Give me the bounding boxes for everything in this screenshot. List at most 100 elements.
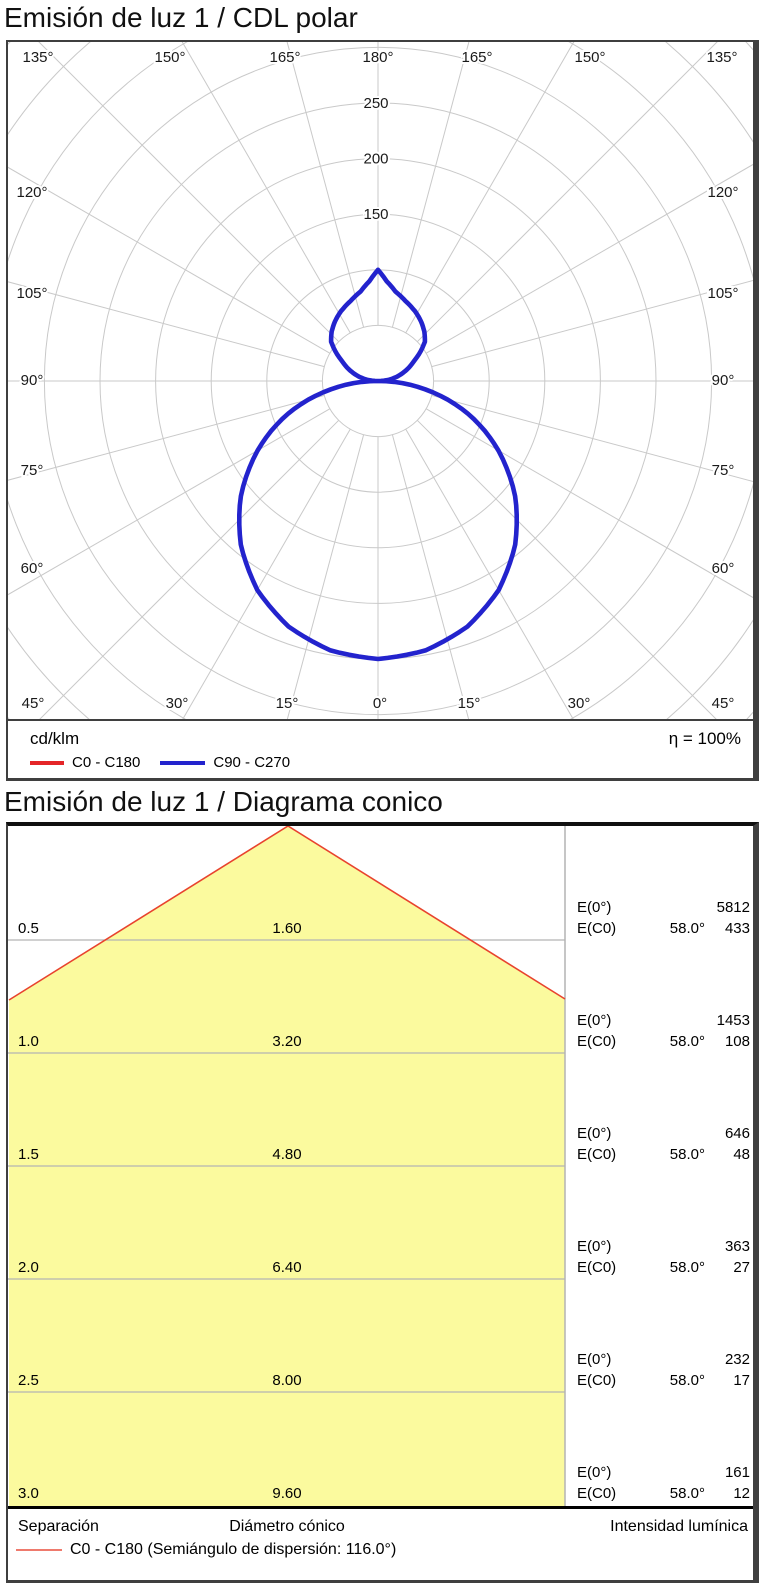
angle-label: 0° — [373, 695, 387, 712]
ec0-label: E(C0) — [577, 1033, 617, 1050]
cone-diameter-value: 8.00 — [272, 1372, 302, 1389]
angle-label: 105° — [16, 285, 47, 302]
ec0-label: E(C0) — [577, 1146, 617, 1163]
ec0-value: 27 — [733, 1259, 750, 1276]
angle-label: 165° — [269, 49, 300, 66]
cone-diameter-value: 9.60 — [272, 1485, 302, 1502]
e0-value: 232 — [724, 1351, 750, 1368]
polar-spoke — [8, 166, 331, 354]
polar-spoke — [8, 281, 325, 368]
beam-angle-value: 58.0° — [669, 1259, 705, 1276]
polar-efficiency-label: η = 100% — [668, 729, 741, 748]
e0-label: E(0°) — [577, 1125, 612, 1142]
cone-section-title: Emisión de luz 1 / Diagrama conico — [4, 786, 443, 817]
polar-legend-box: cd/klm η = 100% C0 - C180 C90 - C270 — [6, 721, 759, 781]
beam-angle-value: 58.0° — [669, 1485, 705, 1502]
polar-legend-row: C0 - C180 C90 - C270 — [30, 754, 290, 771]
angle-label: 120° — [707, 184, 738, 201]
ec0-label: E(C0) — [577, 1485, 617, 1502]
separation-column-label: Separación — [18, 1518, 99, 1535]
e0-value: 646 — [724, 1125, 750, 1142]
polar-spoke — [405, 42, 575, 334]
beam-angle-value: 58.0° — [669, 1033, 705, 1050]
ec0-value: 12 — [733, 1485, 750, 1502]
polar-chart-box: 135° 150° 165° 180° 165° 150° 135° 45° 30° 15° 0° 1… — [6, 40, 759, 721]
angle-label: 90° — [21, 372, 44, 389]
ec0-value: 48 — [733, 1146, 750, 1163]
angle-label: 90° — [712, 372, 735, 389]
angle-label: 15° — [458, 695, 481, 712]
angle-label: 105° — [707, 285, 738, 302]
angle-label: 180° — [362, 49, 393, 66]
polar-spoke — [182, 428, 351, 719]
angle-label: 75° — [21, 462, 44, 479]
angle-label: 135° — [706, 49, 737, 66]
cone-rows-layer: 0.5 1.60 E(0°) 5812 E(C0) 58.0° 433 1.0 3.20 E(0°… — [8, 826, 753, 1506]
angle-label: 15° — [276, 695, 299, 712]
c0-c180-cone-line-swatch — [16, 1549, 62, 1551]
e0-value: 161 — [724, 1464, 750, 1481]
ec0-label: E(C0) — [577, 1372, 617, 1389]
cone-diameter-value: 1.60 — [272, 920, 302, 937]
e0-label: E(0°) — [577, 1238, 612, 1255]
cone-diagram-box: 0.5 1.60 E(0°) 5812 E(C0) 58.0° 433 1.0 3.20 E(0°… — [6, 822, 759, 1583]
c0-c180-line-swatch — [30, 760, 64, 765]
separation-value: 3.0 — [18, 1485, 39, 1502]
angle-label: 30° — [166, 695, 189, 712]
angle-label: 75° — [712, 462, 735, 479]
ec0-label: E(C0) — [577, 920, 617, 937]
cone-diameter-column-label: Diámetro cónico — [229, 1518, 345, 1535]
polar-spoke — [405, 428, 574, 719]
polar-spoke — [8, 408, 331, 596]
polar-spoke — [286, 42, 365, 328]
e0-label: E(0°) — [577, 1464, 612, 1481]
c90-c270-label: C90 - C270 — [213, 754, 291, 771]
angle-label: 165° — [461, 49, 492, 66]
curve-C90-C270 — [237, 267, 519, 662]
polar-chart: 135° 150° 165° 180° 165° 150° 135° 45° 30° 15° 0° 1… — [8, 42, 753, 719]
ring-value-label: 150 — [363, 206, 388, 223]
luminous-intensity-column-label: Intensidad lumínica — [610, 1518, 748, 1535]
beam-angle-value: 58.0° — [669, 1146, 705, 1163]
angle-label: 45° — [712, 695, 735, 712]
polar-spoke — [431, 279, 753, 368]
c90-c270-line-swatch — [160, 760, 206, 765]
ring-value-label: 200 — [363, 151, 388, 168]
polar-spoke — [39, 419, 340, 719]
e0-label: E(0°) — [577, 1012, 612, 1029]
e0-value: 1453 — [716, 1012, 750, 1029]
separation-value: 2.0 — [18, 1259, 39, 1276]
beam-angle-value: 58.0° — [669, 1372, 705, 1389]
cone-diameter-value: 4.80 — [272, 1146, 302, 1163]
angle-label: 30° — [568, 695, 591, 712]
polar-spoke — [431, 394, 753, 483]
cone-legend-label: C0 - C180 (Semiángulo de dispersión: 116… — [70, 1541, 397, 1558]
ec0-value: 17 — [733, 1372, 750, 1389]
polar-spoke — [425, 163, 753, 354]
ec0-value: 433 — [724, 920, 750, 937]
angle-label: 150° — [154, 49, 185, 66]
cone-diameter-value: 3.20 — [272, 1033, 302, 1050]
angle-label: 60° — [712, 560, 735, 577]
cone-footer: Separación Diámetro cónico Intensidad lu… — [8, 1506, 753, 1580]
angle-label: 60° — [21, 560, 44, 577]
polar-spoke — [425, 408, 753, 599]
cone-diagram — [8, 826, 566, 1506]
polar-unit-label: cd/klm — [30, 729, 80, 748]
ec0-value: 108 — [724, 1033, 750, 1050]
angle-label: 120° — [16, 184, 47, 201]
angle-label: 135° — [22, 49, 53, 66]
e0-label: E(0°) — [577, 1351, 612, 1368]
polar-section-title: Emisión de luz 1 / CDL polar — [4, 2, 358, 33]
e0-value: 363 — [724, 1238, 750, 1255]
polar-spoke — [181, 42, 351, 334]
polar-spoke — [391, 42, 470, 328]
angle-label: 45° — [22, 695, 45, 712]
polar-spoke — [416, 419, 717, 719]
angle-label: 150° — [574, 49, 605, 66]
polar-spoke — [391, 434, 470, 719]
polar-spoke — [286, 434, 365, 719]
separation-value: 2.5 — [18, 1372, 39, 1389]
e0-label: E(0°) — [577, 899, 612, 916]
